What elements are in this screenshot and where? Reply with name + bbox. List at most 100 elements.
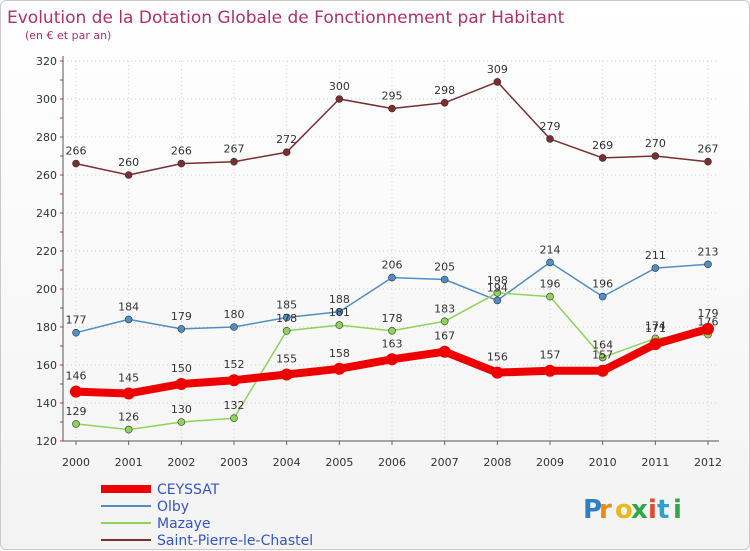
data-point [282, 148, 291, 156]
data-label: 196 [540, 278, 561, 291]
x-tick-label: 2009 [536, 456, 564, 469]
legend-label: Saint-Pierre-le-Chastel [157, 533, 313, 549]
proxiti-logo: Pr ox i t i [583, 495, 682, 525]
x-tick-label: 2012 [694, 456, 722, 469]
x-tick-label: 2003 [220, 456, 248, 469]
data-label: 196 [592, 278, 613, 291]
data-point [70, 385, 82, 398]
data-point [72, 420, 80, 428]
axes: 120 140 160 180 200 220 240 260 280 300 320 2000 200… [36, 55, 722, 469]
data-point [230, 157, 238, 166]
data-point [335, 95, 344, 103]
data-label: 269 [592, 139, 613, 152]
data-label: 267 [224, 143, 245, 156]
data-label: 163 [382, 337, 403, 350]
data-point [546, 135, 554, 143]
data-label: 205 [434, 261, 455, 274]
data-point [228, 374, 240, 387]
x-tick-label: 2001 [115, 456, 143, 469]
data-point [388, 326, 396, 335]
data-point [702, 322, 714, 335]
x-tick-label: 2005 [325, 456, 353, 469]
x-tick-label: 2010 [589, 456, 617, 469]
data-point [598, 154, 607, 162]
data-label: 157 [540, 349, 561, 362]
data-label: 180 [224, 308, 245, 321]
data-label: 171 [645, 322, 666, 335]
x-tick-label: 2002 [167, 456, 195, 469]
data-label: 185 [276, 299, 297, 312]
x-tick-label: 2008 [483, 456, 511, 469]
data-point [598, 353, 607, 362]
data-point [230, 414, 238, 423]
data-point [280, 368, 293, 381]
data-label: 181 [329, 306, 350, 319]
data-point [596, 364, 609, 377]
data-label: 174 [645, 319, 666, 332]
data-label: 146 [66, 370, 87, 383]
data-label: 177 [66, 314, 87, 327]
data-label: 279 [540, 120, 561, 133]
logo-letter: i [673, 495, 682, 525]
data-point [175, 378, 188, 390]
data-point [651, 264, 660, 272]
data-label: 270 [645, 137, 666, 150]
y-tick-label: 240 [36, 207, 57, 220]
data-point [72, 159, 80, 168]
series [70, 78, 714, 434]
logo-letter: o [615, 495, 633, 525]
y-tick-label: 160 [36, 359, 57, 372]
data-label: 130 [171, 403, 192, 416]
chart-title: Evolution de la Dotation Globale de Fonc… [7, 8, 565, 28]
data-point [124, 315, 133, 324]
data-point [122, 387, 135, 400]
data-point [282, 313, 291, 322]
data-point [177, 159, 186, 168]
data-point [649, 338, 662, 351]
data-label: 184 [118, 300, 139, 313]
data-label: 157 [592, 349, 613, 362]
data-point [335, 307, 344, 316]
data-point [333, 362, 346, 375]
logo-letter: t [657, 495, 669, 525]
data-point [491, 366, 504, 379]
data-label: 178 [276, 312, 297, 325]
data-point [704, 260, 712, 269]
y-tick-label: 120 [36, 435, 57, 448]
x-tick-label: 2004 [273, 456, 301, 469]
data-point [544, 364, 556, 377]
data-label: 214 [540, 243, 561, 256]
data-label: 158 [329, 347, 350, 360]
data-point [335, 321, 344, 329]
y-tick-label: 180 [36, 321, 57, 334]
data-point [493, 78, 502, 86]
data-label: 132 [224, 399, 245, 412]
data-point [388, 273, 396, 282]
data-label: 152 [224, 358, 245, 371]
data-label: 129 [66, 405, 87, 418]
data-label: 188 [329, 293, 350, 306]
data-point [440, 317, 449, 326]
data-point [386, 353, 398, 366]
data-label: 266 [66, 145, 87, 158]
data-point [440, 99, 449, 107]
data-label: 267 [698, 143, 719, 156]
data-label: 272 [276, 133, 297, 146]
legend-label: Mazaye [157, 516, 210, 532]
data-label: 183 [434, 302, 455, 315]
data-point [493, 288, 502, 297]
chart-subtitle: (en € et par an) [25, 29, 111, 42]
data-label: 155 [276, 353, 297, 366]
data-point [546, 292, 554, 301]
logo-letter: r [599, 495, 612, 525]
y-tick-label: 140 [36, 397, 57, 410]
y-tick-label: 200 [36, 283, 57, 296]
y-tick-label: 300 [36, 93, 57, 106]
data-label: 179 [698, 307, 719, 320]
y-tick-label: 260 [36, 169, 57, 182]
data-label: 126 [118, 411, 139, 424]
data-label: 266 [171, 145, 192, 158]
